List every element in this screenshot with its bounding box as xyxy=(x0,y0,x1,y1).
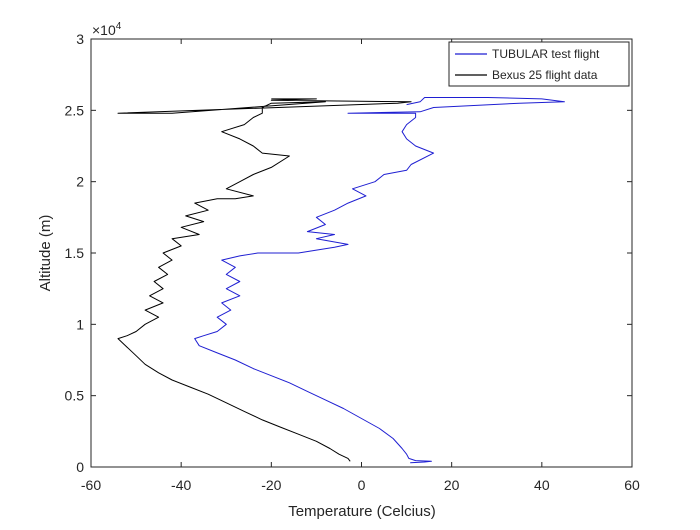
x-axis-title: Temperature (Celcius) xyxy=(288,503,436,520)
y-tick-label: 2.5 xyxy=(65,102,85,118)
x-tick-label: -60 xyxy=(81,477,101,493)
x-tick-label: 40 xyxy=(534,477,550,493)
series-line-1 xyxy=(117,98,412,462)
series-layer xyxy=(117,97,565,464)
plot-frame xyxy=(90,38,633,468)
legend: TUBULAR test flight Bexus 25 flight data xyxy=(448,41,630,87)
y-exponent-power: 4 xyxy=(116,21,122,32)
y-axis: 0 0.5 1 1.5 2 2.5 3 xyxy=(65,31,632,475)
series-line-0 xyxy=(194,97,565,464)
y-tick-label: 1.5 xyxy=(65,245,85,261)
y-tick-label: 0 xyxy=(76,459,84,475)
y-tick-label: 3 xyxy=(76,31,84,47)
y-tick-label: 1 xyxy=(76,316,84,332)
x-tick-label: 20 xyxy=(444,477,460,493)
legend-label-bexus: Bexus 25 flight data xyxy=(492,68,598,82)
y-tick-label: 0.5 xyxy=(65,388,85,404)
x-tick-label: 60 xyxy=(624,477,640,493)
y-axis-exponent: ×104 xyxy=(92,21,122,38)
x-tick-label: 0 xyxy=(358,477,366,493)
y-exponent-base: ×10 xyxy=(92,22,116,38)
x-axis: -60 -40 -20 0 20 40 60 xyxy=(81,39,640,493)
x-tick-label: -20 xyxy=(261,477,281,493)
x-tick-label: -40 xyxy=(171,477,191,493)
y-tick-label: 2 xyxy=(76,174,84,190)
legend-box xyxy=(448,41,630,87)
y-axis-title: Altitude (m) xyxy=(37,215,54,292)
legend-label-tubular: TUBULAR test flight xyxy=(492,47,600,61)
